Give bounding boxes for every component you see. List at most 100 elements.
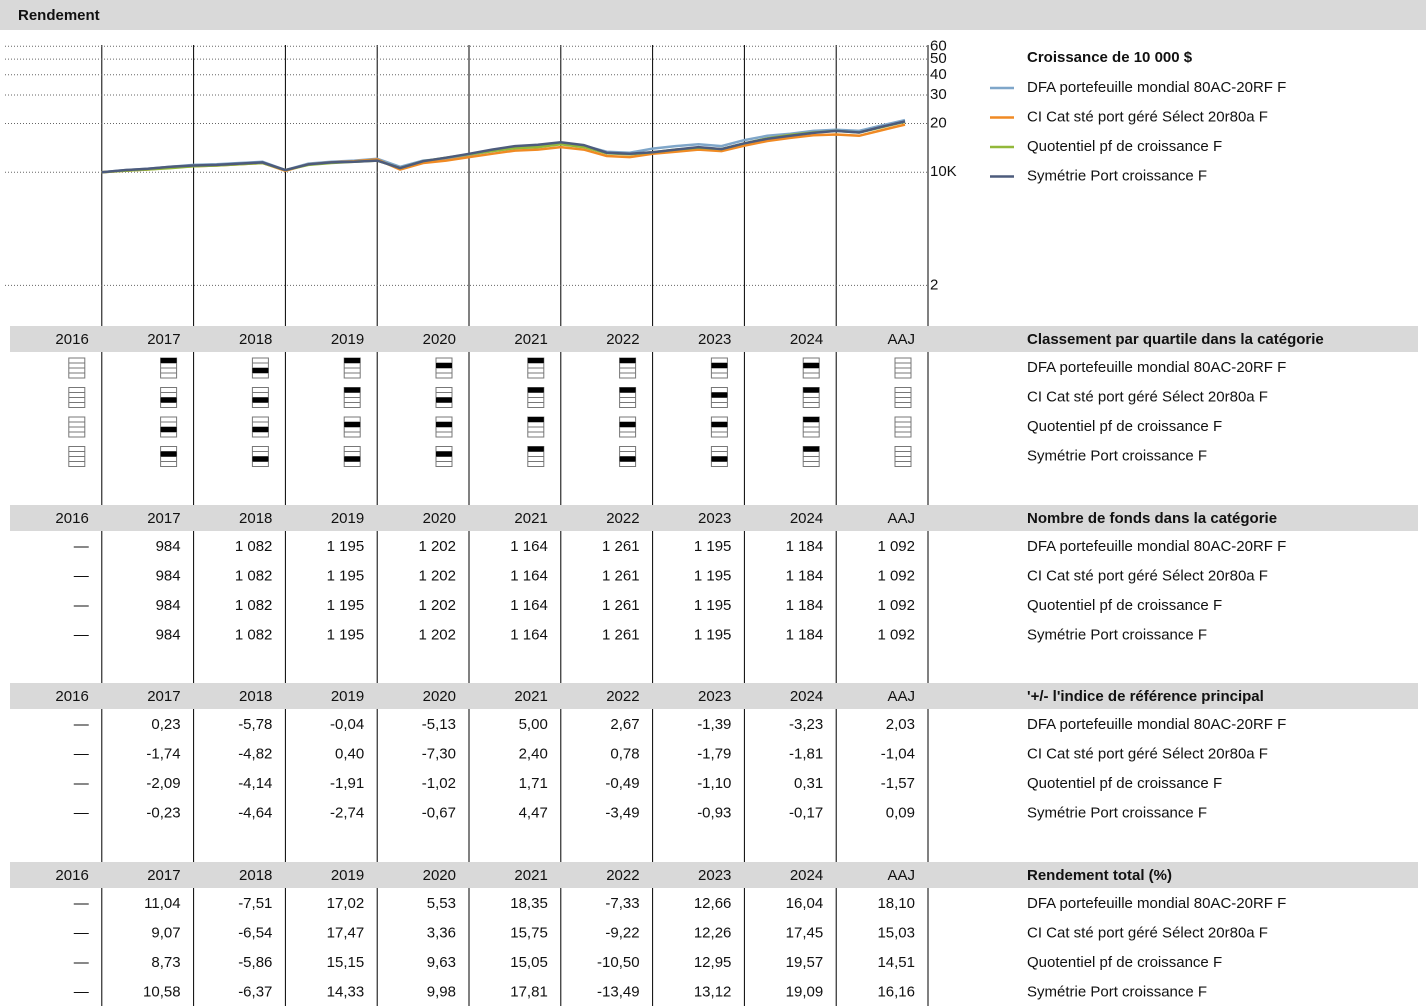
quartile-mark bbox=[436, 397, 452, 403]
table-cell: -13,49 bbox=[597, 983, 640, 1000]
table-cell: 1 092 bbox=[877, 626, 915, 643]
table-cell: 1 092 bbox=[877, 567, 915, 584]
table-cell: -1,79 bbox=[697, 745, 731, 762]
fund-name: CI Cat sté port géré Sélect 20r80a F bbox=[1027, 745, 1268, 762]
table-cell: -3,23 bbox=[789, 716, 823, 733]
quartile-mark bbox=[527, 417, 544, 422]
table-cell: 17,81 bbox=[510, 983, 548, 1000]
quartile-mark bbox=[436, 363, 452, 368]
fund-name: Quotentiel pf de croissance F bbox=[1027, 418, 1222, 435]
year-label: 2023 bbox=[698, 331, 731, 348]
table-cell: 12,95 bbox=[694, 954, 732, 971]
table-cell: -1,81 bbox=[789, 745, 823, 762]
table-cell: -10,50 bbox=[597, 954, 640, 971]
quartile-mark bbox=[344, 456, 361, 462]
year-label: 2019 bbox=[331, 867, 364, 884]
table-cell: -1,91 bbox=[330, 775, 364, 792]
table-cell: -0,04 bbox=[330, 716, 364, 733]
year-label: 2024 bbox=[790, 510, 823, 527]
quartile-mark bbox=[619, 456, 636, 462]
table-cell: 0,40 bbox=[335, 745, 364, 762]
year-label: 2022 bbox=[606, 331, 639, 348]
table-cell: -4,82 bbox=[238, 745, 272, 762]
header-bar bbox=[0, 0, 1426, 30]
year-label: 2019 bbox=[331, 510, 364, 527]
table-cell: 2,40 bbox=[519, 745, 548, 762]
table-cell: -6,54 bbox=[238, 924, 272, 941]
section-header-bar bbox=[10, 326, 1418, 352]
table-cell: 1 164 bbox=[510, 597, 548, 614]
table-cell: 1 184 bbox=[786, 597, 824, 614]
table-cell: 9,98 bbox=[427, 983, 456, 1000]
year-label: 2016 bbox=[55, 510, 88, 527]
year-label: 2021 bbox=[514, 331, 547, 348]
table-cell: 15,03 bbox=[877, 924, 915, 941]
section-header-bar bbox=[10, 683, 1418, 709]
year-label: 2022 bbox=[606, 510, 639, 527]
legend-label: Symétrie Port croissance F bbox=[1027, 167, 1207, 184]
table-cell: 1 184 bbox=[786, 538, 824, 555]
quartile-mark bbox=[619, 422, 636, 427]
quartile-mark bbox=[252, 397, 269, 403]
fund-name: DFA portefeuille mondial 80AC-20RF F bbox=[1027, 359, 1286, 376]
quartile-mark bbox=[160, 358, 177, 363]
fund-name: DFA portefeuille mondial 80AC-20RF F bbox=[1027, 538, 1286, 555]
y-tick-label: 50 bbox=[930, 50, 947, 67]
quartile-mark bbox=[436, 451, 452, 457]
year-label: 2016 bbox=[55, 867, 88, 884]
quartile-mark bbox=[527, 387, 544, 393]
legend-label: CI Cat sté port géré Sélect 20r80a F bbox=[1027, 108, 1268, 125]
table-cell: 2,67 bbox=[610, 716, 639, 733]
table-cell: 1 082 bbox=[235, 597, 273, 614]
table-cell: — bbox=[74, 745, 89, 762]
year-label: 2018 bbox=[239, 331, 272, 348]
fund-name: DFA portefeuille mondial 80AC-20RF F bbox=[1027, 716, 1286, 733]
header-title: Rendement bbox=[18, 7, 100, 24]
y-tick-label: 10K bbox=[930, 163, 957, 180]
fund-name: CI Cat sté port géré Sélect 20r80a F bbox=[1027, 388, 1268, 405]
year-label: 2019 bbox=[331, 688, 364, 705]
table-cell: 1 202 bbox=[418, 626, 456, 643]
table-cell: — bbox=[74, 567, 89, 584]
table-cell: 1 202 bbox=[418, 597, 456, 614]
y-tick-label: 20 bbox=[930, 114, 947, 131]
year-label: 2020 bbox=[423, 331, 456, 348]
table-cell: 984 bbox=[156, 597, 181, 614]
table-cell: -1,02 bbox=[422, 775, 456, 792]
table-cell: 1 195 bbox=[694, 597, 732, 614]
quartile-mark bbox=[344, 358, 361, 363]
table-cell: 0,78 bbox=[610, 745, 639, 762]
quartile-mark bbox=[252, 368, 269, 373]
quartile-mark bbox=[344, 422, 361, 427]
table-cell: 17,47 bbox=[327, 924, 365, 941]
table-cell: 1 195 bbox=[694, 567, 732, 584]
table-cell: 13,12 bbox=[694, 983, 732, 1000]
table-cell: -4,14 bbox=[238, 775, 272, 792]
quartile-mark bbox=[711, 392, 728, 398]
table-cell: 0,31 bbox=[794, 775, 823, 792]
table-cell: -0,17 bbox=[789, 804, 823, 821]
year-label: 2020 bbox=[423, 688, 456, 705]
fund-name: Symétrie Port croissance F bbox=[1027, 804, 1207, 821]
table-cell: 1 202 bbox=[418, 538, 456, 555]
table-cell: — bbox=[74, 538, 89, 555]
section-title: Rendement total (%) bbox=[1027, 867, 1172, 884]
table-cell: 1 092 bbox=[877, 538, 915, 555]
table-cell: -0,49 bbox=[605, 775, 639, 792]
year-label: 2017 bbox=[147, 688, 180, 705]
table-cell: 1 164 bbox=[510, 538, 548, 555]
y-tick-label: 2 bbox=[930, 276, 938, 293]
quartile-mark bbox=[160, 427, 177, 432]
table-cell: 16,16 bbox=[877, 983, 915, 1000]
year-label: 2023 bbox=[698, 867, 731, 884]
table-cell: 15,15 bbox=[327, 954, 365, 971]
quartile-mark bbox=[527, 446, 544, 452]
table-cell: 12,66 bbox=[694, 895, 732, 912]
table-cell: -3,49 bbox=[605, 804, 639, 821]
year-label: AAJ bbox=[887, 331, 915, 348]
year-label: 2021 bbox=[514, 510, 547, 527]
table-cell: 11,04 bbox=[144, 895, 180, 912]
quartile-mark bbox=[803, 387, 820, 393]
table-cell: 0,09 bbox=[886, 804, 915, 821]
y-tick-label: 40 bbox=[930, 66, 947, 83]
